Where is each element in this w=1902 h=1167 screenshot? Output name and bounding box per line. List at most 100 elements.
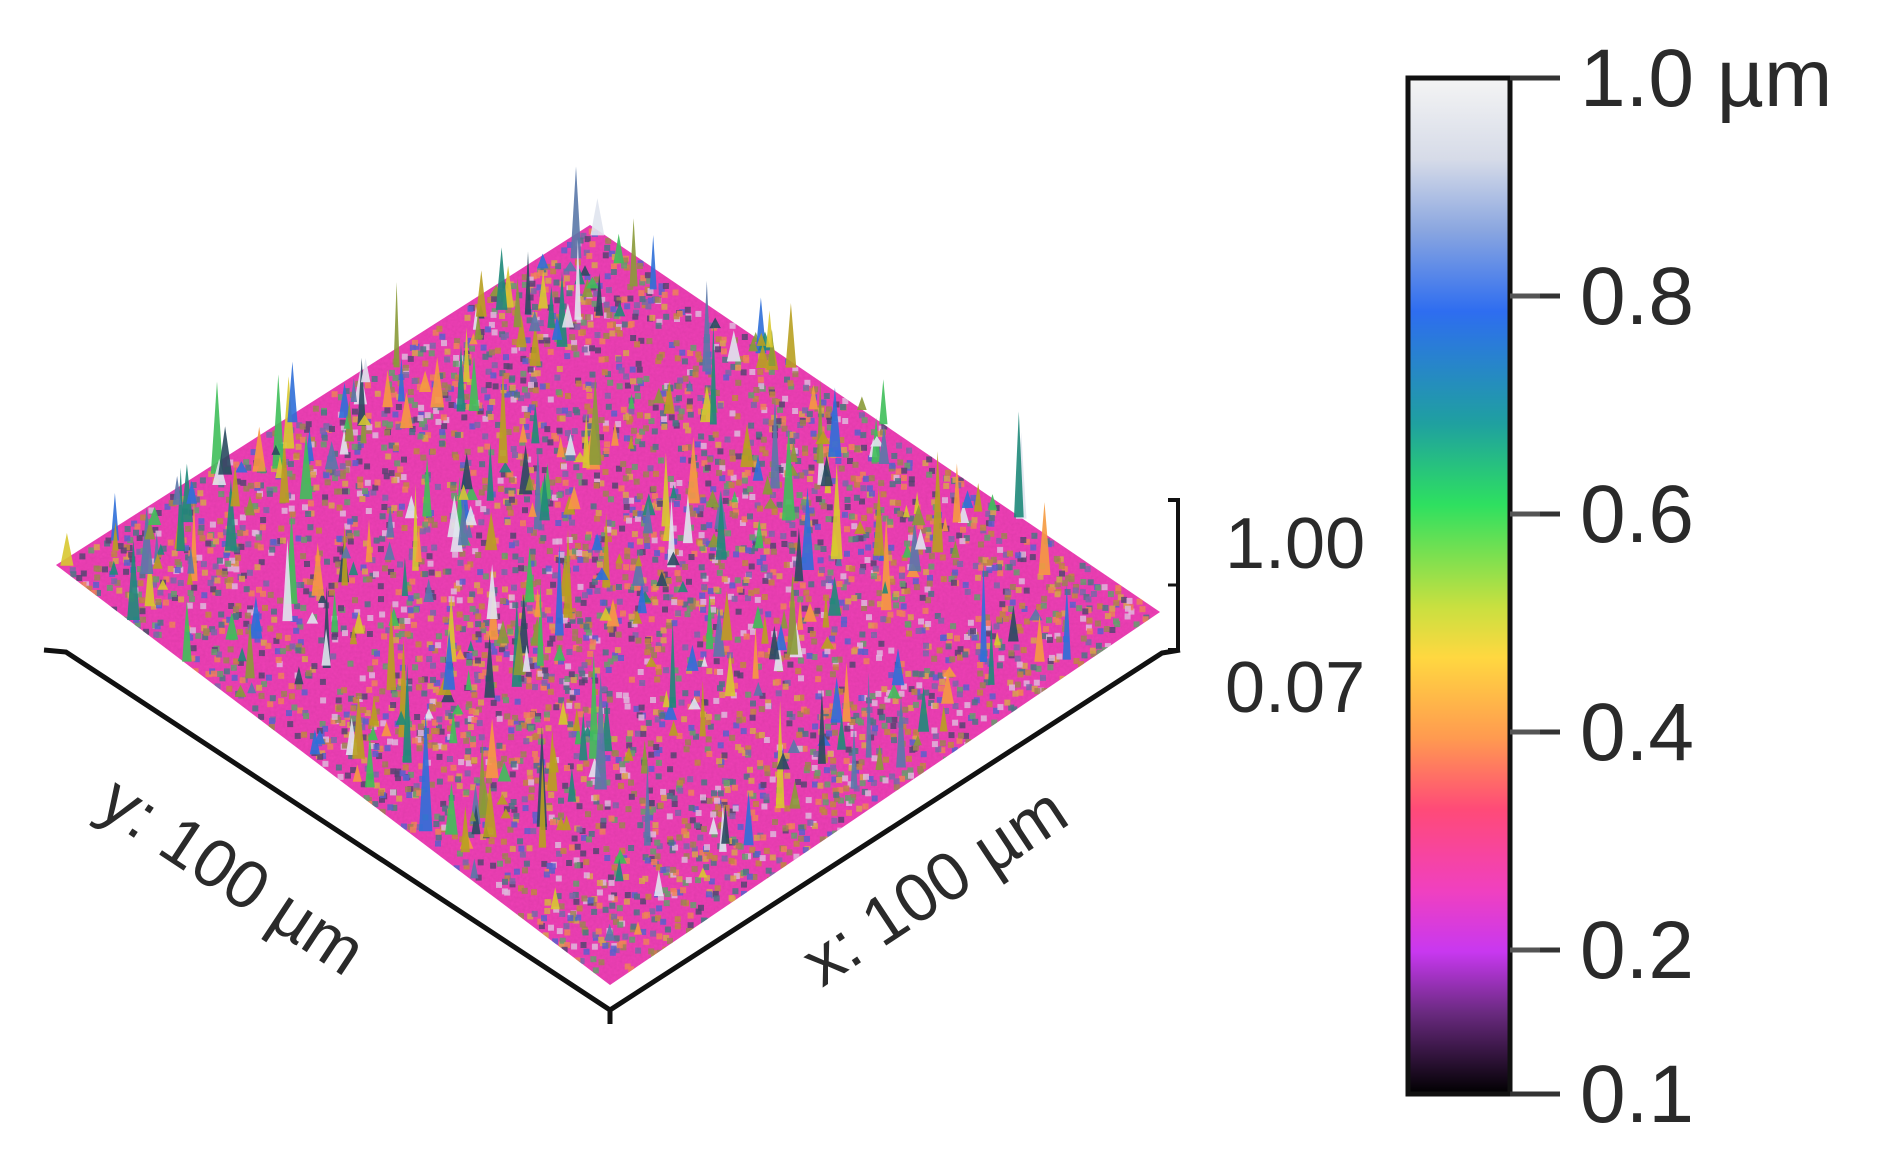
surface-peak xyxy=(556,436,565,458)
surface-peak xyxy=(353,611,365,634)
surface-peak xyxy=(469,333,478,345)
surface-peak xyxy=(708,816,719,835)
surface-peak xyxy=(752,605,764,629)
surface-peak xyxy=(386,505,395,538)
surface-peak xyxy=(339,429,349,455)
surface-peak xyxy=(939,705,948,732)
surface-peak xyxy=(880,515,892,611)
surface-peak xyxy=(786,572,799,655)
surface-peak xyxy=(518,594,529,654)
colorbar-tick-label: 1.0 µm xyxy=(1580,33,1832,124)
surface-peak xyxy=(498,369,508,464)
surface-peak xyxy=(484,634,495,698)
surface-peak xyxy=(496,794,509,805)
surface-peak xyxy=(987,494,998,511)
colorbar-tick-label: 0.6 xyxy=(1580,469,1694,560)
surface-peak xyxy=(497,762,512,782)
surface-peak xyxy=(624,746,634,761)
surface-peak xyxy=(941,671,954,704)
surface-peak xyxy=(382,370,393,408)
surface-peak xyxy=(457,499,469,546)
surface-peak xyxy=(524,251,532,315)
surface-peak xyxy=(467,640,475,651)
colorbar-tick-label: 0.4 xyxy=(1580,687,1694,778)
surface-peak xyxy=(653,387,665,404)
surface-peak xyxy=(752,626,759,679)
y-axis-label: y: 100 µm xyxy=(87,761,379,990)
surface-peak xyxy=(244,495,255,516)
surface-peak xyxy=(234,684,247,697)
surface-peak xyxy=(110,492,119,541)
surface-peak xyxy=(878,426,890,464)
surface-peak xyxy=(474,312,482,340)
surface-peak xyxy=(524,546,535,603)
surface-peak xyxy=(611,422,619,446)
surface-peak xyxy=(338,382,351,418)
surface-peak xyxy=(588,376,602,465)
surface-peak xyxy=(558,700,568,725)
surface-peak xyxy=(365,519,373,563)
surface-peak xyxy=(668,720,679,736)
surface-peak xyxy=(484,512,498,551)
surface-peak xyxy=(357,357,366,426)
surface-peak xyxy=(726,330,741,362)
surface-peak xyxy=(230,464,240,507)
surface-peak xyxy=(157,543,165,555)
surface-peak xyxy=(538,758,547,848)
surface-peak xyxy=(423,578,434,602)
surface-peak xyxy=(574,239,582,320)
surface-peak xyxy=(842,661,851,722)
surface-peak xyxy=(386,602,397,691)
surface-peak xyxy=(850,724,858,789)
surface-peak xyxy=(401,557,409,596)
y-axis-line xyxy=(43,647,612,1013)
surface-peak xyxy=(443,630,456,690)
surface-peak xyxy=(961,490,974,508)
surface-peak xyxy=(235,461,248,473)
surface-peak xyxy=(550,887,560,910)
surface-peak xyxy=(781,428,796,521)
surface-peak xyxy=(547,286,556,328)
surface-peak xyxy=(870,436,884,447)
surface-peak xyxy=(397,357,405,402)
surface-peak xyxy=(147,506,162,525)
surface-peak xyxy=(563,261,577,272)
surface-peak xyxy=(109,560,119,575)
surface-peak xyxy=(157,579,169,590)
surface-peak xyxy=(485,718,499,779)
surface-peak xyxy=(988,620,995,685)
surface-peak xyxy=(787,739,800,753)
surface-peak xyxy=(402,663,412,763)
surface-peak xyxy=(731,491,738,503)
surface-peak xyxy=(865,672,872,758)
surface-peak xyxy=(642,493,656,516)
surface-peak xyxy=(463,327,470,382)
surface-peak xyxy=(352,694,365,759)
surface-peak xyxy=(182,599,192,662)
surface-peak xyxy=(567,485,581,510)
surface-peak xyxy=(344,400,355,442)
surface-peak xyxy=(186,567,193,585)
surface-peak xyxy=(687,436,700,504)
surface-peak xyxy=(563,529,573,618)
surface-peak xyxy=(762,475,773,495)
surface-peak xyxy=(785,303,797,368)
surface-peak xyxy=(400,392,413,428)
surface-peak xyxy=(381,721,392,737)
surface-peak xyxy=(245,620,255,679)
surface-peak xyxy=(1034,614,1045,662)
surface-peak xyxy=(789,780,801,809)
surface-peak xyxy=(942,517,949,532)
surface-peak xyxy=(903,504,910,518)
surface-peak xyxy=(770,397,780,489)
surface-peak xyxy=(464,484,478,501)
z-scale: 1.00 0.07 xyxy=(1168,498,1365,728)
surface-peak xyxy=(705,592,714,650)
surface-peak xyxy=(343,415,351,429)
surface-peak xyxy=(753,682,764,696)
surface-peak xyxy=(1028,608,1043,621)
surface-peak xyxy=(830,677,843,723)
surface-peak xyxy=(632,610,643,624)
surface-peak xyxy=(538,270,549,309)
